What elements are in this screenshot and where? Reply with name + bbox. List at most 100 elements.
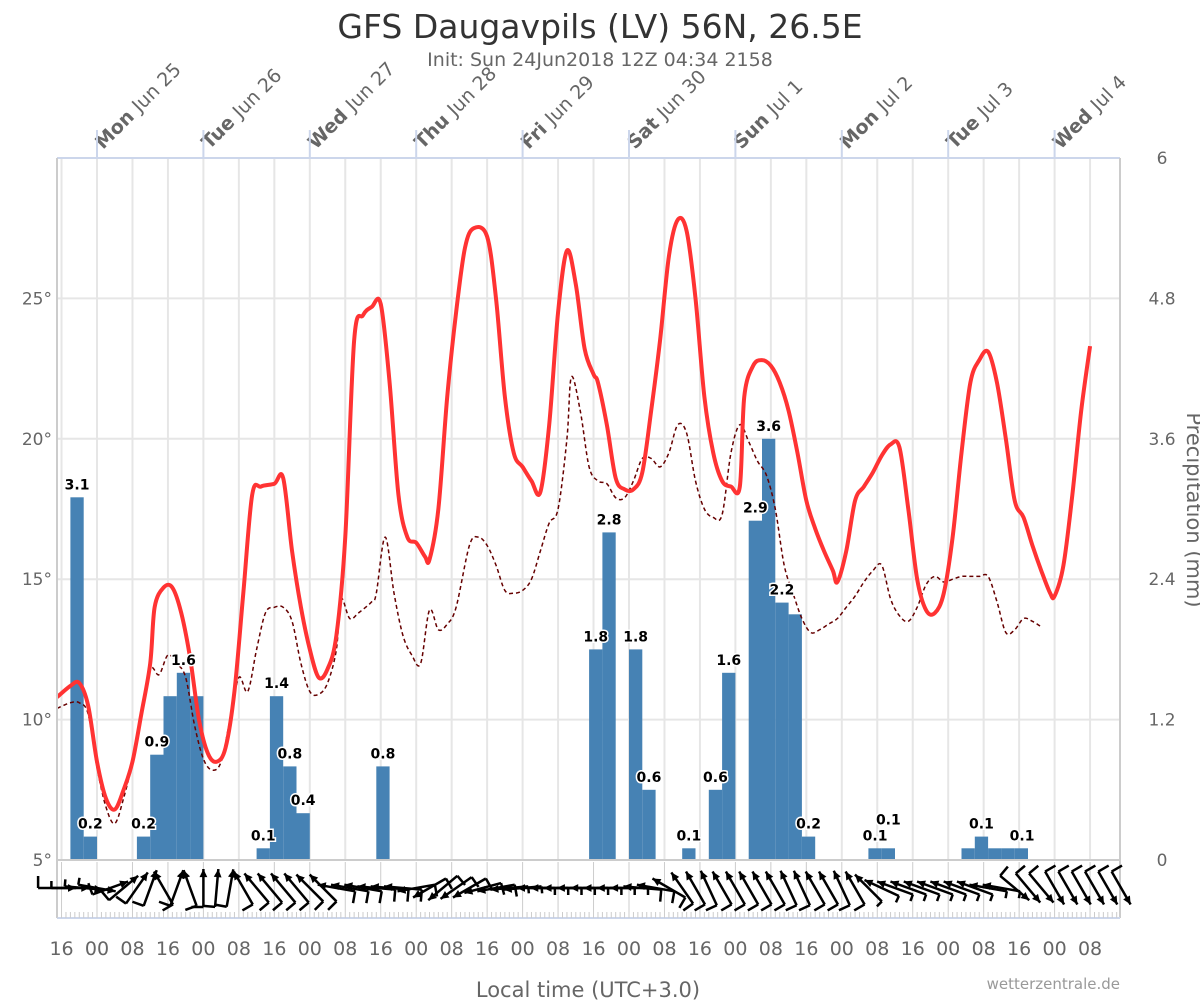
wind-barb — [158, 869, 185, 908]
wind-barb — [890, 880, 928, 902]
bottom-tick-label: 16 — [49, 938, 73, 960]
precipitation-bar — [708, 789, 723, 860]
bar-data-label: 2.8 — [597, 512, 622, 528]
precipitation-bar — [283, 766, 297, 860]
wind-barb — [764, 870, 786, 912]
wind-barb-arrowhead — [583, 884, 592, 892]
precipitation-bar — [1001, 848, 1015, 860]
wind-barb — [670, 871, 695, 912]
precipitation-bar — [1014, 848, 1028, 860]
wind-barb-arrowhead — [330, 882, 340, 890]
bottom-tick-label: 08 — [759, 938, 783, 960]
wind-barb-arrowhead — [543, 884, 552, 892]
grid — [57, 158, 1120, 861]
precipitation-bar — [988, 848, 1002, 860]
bottom-tick-label: 00 — [830, 938, 854, 960]
bottom-tick-label: 08 — [652, 938, 676, 960]
wind-barb-feather — [158, 900, 171, 908]
bar-data-label: 0.2 — [796, 817, 821, 833]
day-label-date: Jun 25 — [127, 59, 186, 118]
wind-barb-arrowhead — [383, 883, 393, 891]
precipitation-bar — [176, 672, 191, 860]
wind-barb-feather — [87, 882, 94, 895]
wind-barb-feather — [798, 904, 811, 912]
wind-barb-arrowhead — [139, 872, 148, 882]
precipitation-bar — [256, 848, 270, 860]
wind-barb — [452, 877, 493, 899]
bar-data-label: 0.6 — [703, 770, 728, 786]
wind-barb — [751, 870, 773, 912]
right-tick-label: 2.4 — [1148, 570, 1175, 590]
bottom-tick-label: 16 — [369, 938, 393, 960]
wind-barb — [817, 870, 840, 912]
bottom-tick-label: 00 — [511, 938, 535, 960]
wind-barb-arrowhead — [671, 872, 680, 882]
temperature-lines — [55, 215, 1093, 825]
bottom-tick-label: 08 — [227, 938, 251, 960]
wind-barb-arrowhead — [765, 871, 774, 881]
bottom-tick-label: 16 — [156, 938, 180, 960]
wind-barb-feather — [876, 900, 883, 908]
right-tick-label: 1.2 — [1148, 711, 1175, 731]
precipitation-bar — [961, 848, 975, 860]
wind-barb — [832, 870, 851, 912]
wind-barb-feather — [63, 879, 67, 887]
wind-barb-feather — [365, 891, 370, 904]
bar-data-label: 2.2 — [770, 583, 795, 599]
wind-barb-arrowhead — [119, 880, 129, 888]
wind-barb-feather — [327, 900, 338, 911]
day-label: Mon Jul 2 — [836, 72, 917, 153]
right-tick-label: 4.8 — [1148, 289, 1175, 309]
wind-barb-feather — [853, 903, 866, 912]
wind-barb-arrowhead — [413, 890, 423, 898]
bar-data-label: 0.6 — [637, 770, 662, 786]
wind-barb-feather — [115, 895, 127, 905]
wind-barb-arrowhead — [213, 869, 222, 878]
wind-barb-arrowhead — [854, 874, 864, 884]
bottom-tick-label: 08 — [440, 938, 464, 960]
bottom-tick-label: 08 — [546, 938, 570, 960]
bottom-tick-label: 08 — [865, 938, 889, 960]
wind-barb-arrowhead — [154, 871, 162, 881]
bar-data-label: 2.9 — [743, 501, 768, 517]
bar-data-label: 0.8 — [371, 746, 396, 762]
bottom-tick-label: 16 — [1007, 938, 1031, 960]
precipitation-bar — [722, 672, 736, 860]
wind-barb — [283, 872, 310, 912]
bar-data-label: 0.4 — [291, 793, 316, 809]
day-label: Wed Jun 27 — [304, 58, 400, 154]
wind-barb — [916, 880, 954, 902]
wind-barb-arrowhead — [244, 873, 253, 883]
bottom-tick-label: 08 — [1078, 938, 1102, 960]
wind-barb — [100, 874, 139, 902]
wind-barb-arrowhead — [570, 884, 579, 892]
wind-barb-arrowhead — [845, 871, 854, 881]
wind-barb — [779, 870, 798, 912]
precipitation-bar — [974, 836, 989, 860]
wind-barb-arrowhead — [1109, 895, 1118, 905]
wind-barb-feather — [949, 894, 954, 902]
bottom-tick-label: 16 — [581, 938, 605, 960]
wind-barb-arrowhead — [725, 871, 734, 881]
wind-barb-arrowhead — [652, 878, 662, 886]
wind-barb — [1028, 864, 1055, 904]
wind-barb — [295, 873, 325, 911]
wind-barb-feather — [1071, 864, 1083, 873]
wind-barb — [182, 869, 198, 912]
wind-barb-arrowhead — [182, 870, 191, 880]
wind-barb-feather — [773, 903, 786, 912]
wind-barb — [1014, 864, 1042, 904]
bottom-tick-label: 00 — [191, 938, 215, 960]
bar-data-label: 0.1 — [1010, 828, 1035, 844]
bar-data-label: 1.8 — [583, 629, 608, 645]
wind-barb-arrowhead — [686, 871, 694, 881]
wind-barb-feather — [678, 896, 687, 909]
wind-barb-feather — [693, 903, 706, 912]
wind-barb-arrowhead — [969, 882, 979, 890]
bar-data-label: 3.6 — [756, 419, 781, 435]
wind-barb — [844, 870, 866, 912]
wind-barb-arrowhead — [490, 885, 499, 893]
bar-data-label: 3.1 — [65, 477, 90, 493]
wind-barb — [711, 870, 733, 912]
